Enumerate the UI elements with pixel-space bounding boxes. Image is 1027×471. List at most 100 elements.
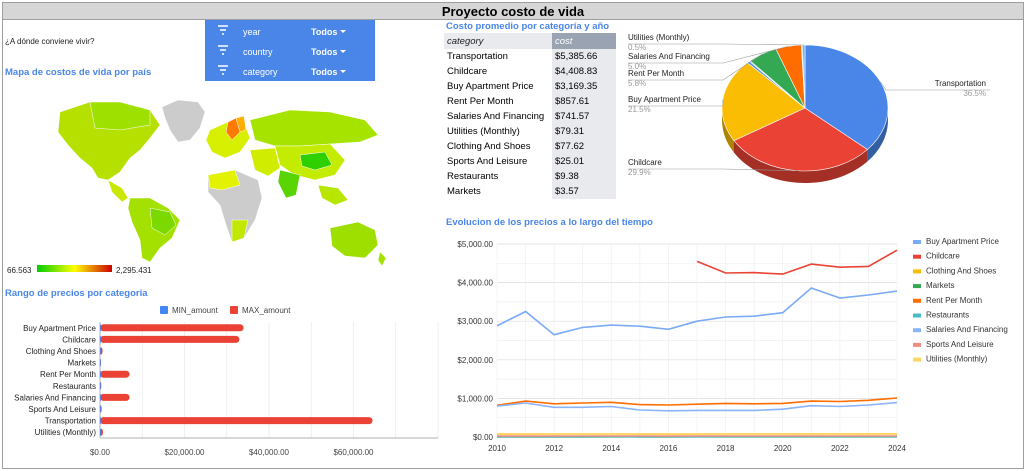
table-row[interactable]: Clothing And Shoes $77.62 (444, 139, 616, 154)
pie-leader-line (628, 43, 804, 46)
line-chart-title: Evolucion de los precios a lo largo del … (446, 217, 653, 228)
filter-icon (218, 65, 228, 75)
filter-value[interactable]: Todos (311, 67, 338, 77)
cell-category: Clothing And Shoes (447, 141, 531, 152)
cell-category: Transportation (447, 51, 508, 62)
legend-label: MIN_amount (172, 306, 219, 315)
filter-year[interactable]: year Todos (205, 21, 375, 41)
category-label: Clothing And Shoes (26, 347, 96, 356)
x-tick-label: 2020 (774, 444, 792, 453)
cell-category: Restaurants (447, 171, 499, 182)
map-country (127, 197, 181, 263)
legend-label: Clothing And Shoes (926, 266, 996, 275)
map-country (329, 221, 379, 259)
pie-leader-line (628, 53, 763, 81)
legend-swatch (230, 306, 238, 314)
table-row[interactable]: Utilities (Monthly) $79.31 (444, 124, 616, 139)
world-map[interactable] (0, 80, 400, 270)
pie-leader-line (628, 45, 789, 64)
category-label: Buy Apartment Price (23, 324, 96, 333)
legend-swatch (913, 328, 921, 333)
pie-leader-line (628, 168, 798, 172)
legend-swatch (913, 313, 921, 318)
x-tick-label: $0.00 (90, 448, 111, 457)
x-tick-label: 2012 (545, 444, 563, 453)
table-row[interactable]: Rent Per Month $857.61 (444, 94, 616, 109)
table-row[interactable]: Childcare $4,408.83 (444, 64, 616, 79)
map-country (277, 169, 301, 199)
table-row[interactable]: Salaries And Financing $741.57 (444, 109, 616, 124)
filter-category[interactable]: category Todos (205, 61, 375, 81)
page-title: Proyecto costo de vida (3, 3, 1023, 20)
bar-chart[interactable]: MIN_amount MAX_amount $0.00 $20,000.00 $40,0… (0, 300, 440, 465)
chevron-down-icon[interactable] (340, 30, 346, 33)
legend-label: Rent Per Month (926, 296, 982, 305)
table-row[interactable]: Restaurants $9.38 (444, 169, 616, 184)
cell-cost: $4,408.83 (552, 64, 616, 79)
pie-pct-label: 29.9% (628, 168, 651, 177)
legend-swatch (913, 254, 921, 259)
table-row[interactable]: Sports And Leisure $25.01 (444, 154, 616, 169)
cell-category: Buy Apartment Price (447, 81, 534, 92)
legend-label: Childcare (926, 252, 960, 261)
x-tick-label: 2016 (660, 444, 678, 453)
series-line (696, 249, 898, 275)
table-row[interactable]: Buy Apartment Price $3,169.35 (444, 79, 616, 94)
pie-label: Buy Apartment Price (628, 95, 701, 104)
category-label: Utilities (Monthly) (35, 428, 97, 437)
bar-min (100, 324, 101, 332)
y-tick-label: $4,000.00 (457, 279, 493, 288)
bar-max (100, 324, 244, 332)
cell-category: Markets (447, 186, 481, 197)
table-body: Transportation $5,385.66 Childcare $4,408.8… (444, 49, 616, 199)
column-header-category[interactable]: category (444, 33, 552, 49)
column-header-cost[interactable]: cost (552, 33, 616, 49)
filter-value[interactable]: Todos (311, 47, 338, 57)
cell-cost: $25.01 (552, 154, 616, 169)
pie-label: Childcare (628, 158, 662, 167)
filter-country[interactable]: country Todos (205, 41, 375, 61)
y-tick-label: $3,000.00 (457, 317, 493, 326)
line-chart[interactable]: $0.00 $1,000.00 $2,000.00 $3,000.00 $4,000.0… (440, 230, 1020, 465)
category-label: Sports And Leisure (28, 405, 96, 414)
cell-category: Salaries And Financing (447, 111, 545, 122)
legend-swatch (913, 342, 921, 347)
bar-chart-title: Rango de precios por categoria (5, 288, 148, 299)
pie-label: Utilities (Monthly) (628, 33, 690, 42)
cell-category: Utilities (Monthly) (447, 126, 520, 137)
map-title: Mapa de costos de vida por país (5, 67, 152, 78)
chevron-down-icon[interactable] (340, 50, 346, 53)
cell-category: Sports And Leisure (447, 156, 528, 167)
legend-label: Restaurants (926, 311, 969, 320)
map-country (149, 207, 177, 236)
map-country (377, 251, 387, 267)
map-country (249, 109, 379, 147)
pie-leader-line (628, 99, 724, 107)
pie-slice (804, 44, 889, 150)
map-country (161, 99, 206, 143)
cost-table: category cost Transportation $5,385.66 Chi… (444, 33, 616, 199)
bar-min (100, 335, 101, 343)
bar-max (100, 370, 130, 378)
category-label: Salaries And Financing (14, 393, 96, 402)
category-label: Restaurants (53, 382, 96, 391)
filter-name: category (243, 67, 278, 77)
table-row[interactable]: Markets $3.57 (444, 184, 616, 199)
series-line (496, 401, 898, 412)
x-tick-label: 2022 (831, 444, 849, 453)
bar-min (100, 428, 101, 436)
legend-label: Salaries And Financing (926, 325, 1008, 334)
legend-label: MAX_amount (242, 306, 291, 315)
map-country (317, 184, 349, 206)
legend-label: Markets (926, 281, 954, 290)
cell-cost: $79.31 (552, 124, 616, 139)
filter-icon (218, 25, 228, 35)
chevron-down-icon[interactable] (340, 70, 346, 73)
cell-cost: $3.57 (552, 184, 616, 199)
bar-max (100, 417, 373, 425)
line-legend: Buy Apartment Price Childcare Clothing And… (913, 237, 1008, 364)
table-row[interactable]: Transportation $5,385.66 (444, 49, 616, 64)
cell-cost: $741.57 (552, 109, 616, 124)
filter-value[interactable]: Todos (311, 27, 338, 37)
